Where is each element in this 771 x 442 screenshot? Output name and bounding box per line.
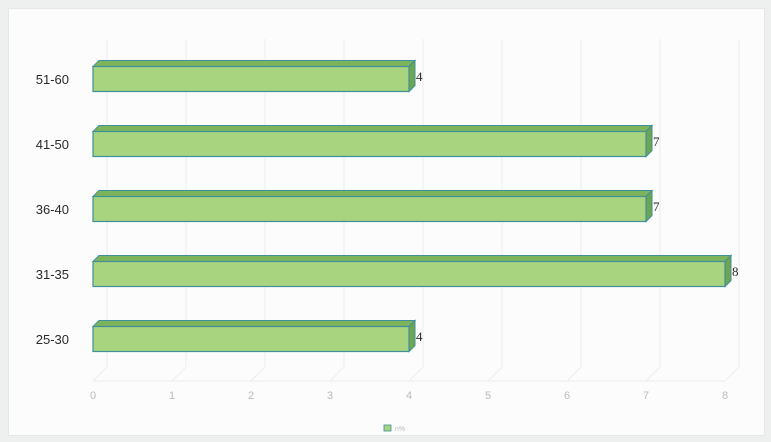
labels-layer: 0 1 2 3 4 5 6 7 8 25-30 4 31-35 8 36-40 7 41-50 7 51-60 4 (36, 69, 739, 402)
x-tick-label: 3 (327, 390, 333, 402)
x-tick-label: 4 (406, 390, 412, 402)
bars-layer (91, 59, 733, 353)
x-tick-label: 1 (169, 390, 175, 402)
legend: n% (383, 424, 405, 433)
floor-gridline (329, 366, 345, 382)
bar (92, 325, 410, 353)
x-tick-label: 6 (564, 390, 570, 402)
floor-gridline (408, 366, 424, 382)
bar-top-face (91, 60, 417, 67)
floor-gridline (566, 366, 582, 382)
x-tick-label: 0 (90, 390, 96, 402)
bar-side-face (645, 124, 653, 158)
x-tick-label: 2 (248, 390, 254, 402)
data-label: 4 (416, 69, 423, 84)
floor-gridline (724, 366, 740, 382)
bar-side-face (724, 254, 732, 288)
floor-gridline (487, 366, 503, 382)
data-label: 7 (653, 199, 660, 214)
legend-label: n% (395, 426, 405, 433)
x-tick-label: 5 (485, 390, 491, 402)
bar-chart: 0 1 2 3 4 5 6 7 825-30 431-35 836-40 741-50 751-60 4 … (36, 39, 740, 433)
bar-top-face (91, 255, 733, 262)
bar (92, 195, 647, 223)
bar-top-face (91, 125, 654, 132)
chart-frame: 0 1 2 3 4 5 6 7 8 25-30 4 31-35 8 36-40 7 41-50 7 51-60 4 … (8, 8, 765, 436)
category-label: 25-30 (36, 332, 69, 347)
bar-top-face (91, 320, 417, 327)
category-label: 31-35 (36, 267, 69, 282)
x-tick-label: 7 (643, 390, 649, 402)
floor-gridline (171, 366, 187, 382)
bar (92, 130, 647, 158)
category-label: 51-60 (36, 72, 69, 87)
bar (92, 65, 410, 93)
x-tick-label: 8 (722, 390, 728, 402)
category-label: 41-50 (36, 137, 69, 152)
category-label: 36-40 (36, 202, 69, 217)
data-label: 8 (732, 264, 739, 279)
bar-side-face (645, 189, 653, 223)
bar-side-face (408, 319, 416, 353)
data-label: 7 (653, 134, 660, 149)
floor-gridline (645, 366, 661, 382)
bar (92, 260, 726, 288)
bar-side-face (408, 59, 416, 93)
floor-gridline (250, 366, 266, 382)
data-label: 4 (416, 329, 423, 344)
floor-gridline (92, 366, 108, 382)
bar-top-face (91, 190, 654, 197)
legend-swatch (383, 424, 392, 432)
